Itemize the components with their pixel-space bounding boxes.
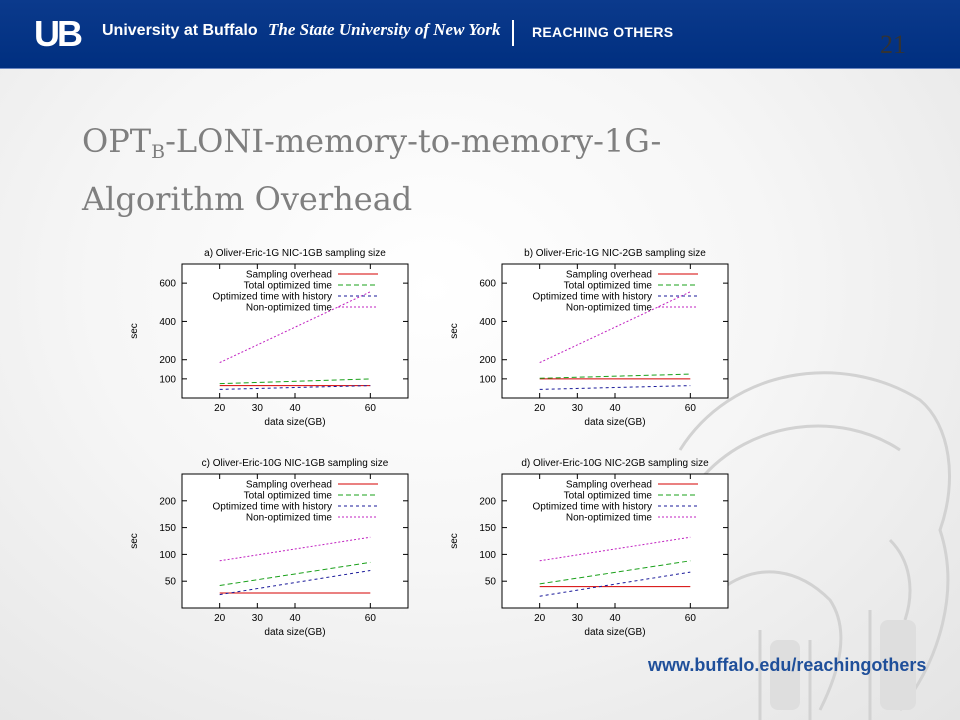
plot-frame — [501, 263, 729, 399]
y-tick-label: 400 — [479, 317, 496, 328]
legend-label: Non-optimized time — [566, 513, 653, 524]
y-tick-label: 200 — [159, 496, 176, 507]
series-line-optimized-time-with-history — [539, 571, 691, 597]
legend-label: Non-optimized time — [246, 303, 333, 314]
legend-label: Non-optimized time — [246, 513, 333, 524]
plot-frame — [501, 473, 729, 609]
legend-label: Total optimized time — [564, 281, 653, 292]
series-line-non-optimized-time — [539, 536, 691, 562]
legend-label: Optimized time with history — [533, 292, 652, 303]
y-tick-label: 100 — [479, 374, 496, 385]
y-tick-label: 400 — [159, 317, 176, 328]
title-suffix: -LONI-memory-to-memory-1G- — [165, 122, 662, 160]
x-tick-label: 60 — [685, 613, 697, 624]
x-tick-label: 20 — [214, 403, 226, 414]
y-tick-label: 200 — [479, 355, 496, 366]
legend-label: Optimized time with history — [533, 502, 652, 513]
x-tick-label: 20 — [214, 613, 226, 624]
plot-frame — [181, 473, 409, 609]
x-tick-label: 40 — [609, 403, 621, 414]
y-tick-label: 100 — [159, 374, 176, 385]
university-name: University at Buffalo — [102, 22, 258, 39]
y-tick-label: 50 — [485, 577, 497, 588]
y-tick-label: 50 — [165, 577, 177, 588]
y-axis-label: sec — [449, 323, 460, 339]
x-tick-label: 60 — [685, 403, 697, 414]
legend-label: Non-optimized time — [566, 303, 653, 314]
x-axis-label: data size(GB) — [584, 627, 645, 638]
bison-watermark — [678, 371, 951, 720]
chart-panel-d: d) Oliver-Eric-10G NIC-2GB sampling size… — [449, 458, 729, 638]
banner-tagline: REACHING OTHERS — [532, 24, 674, 40]
y-tick-label: 100 — [479, 550, 496, 561]
state-university-name: The State University of New York — [268, 20, 501, 39]
x-tick-label: 20 — [534, 613, 546, 624]
x-tick-label: 60 — [365, 403, 377, 414]
legend-label: Sampling overhead — [246, 480, 332, 491]
x-axis-label: data size(GB) — [264, 627, 325, 638]
banner-divider — [512, 20, 514, 46]
legend-label: Total optimized time — [564, 491, 653, 502]
x-tick-label: 60 — [365, 613, 377, 624]
series-line-total-optimized-time — [219, 378, 371, 385]
charts-figure: a) Oliver-Eric-1G NIC-1GB sampling size 1… — [129, 248, 729, 638]
series-line-optimized-time-with-history — [219, 570, 371, 596]
x-tick-label: 40 — [289, 613, 301, 624]
ub-logo-text: UB — [34, 16, 82, 52]
legend-label: Sampling overhead — [566, 270, 652, 281]
chart-panel-c: c) Oliver-Eric-10G NIC-1GB sampling size… — [129, 458, 409, 638]
y-axis-label: sec — [129, 533, 140, 549]
legend-label: Total optimized time — [244, 281, 333, 292]
chart-title: d) Oliver-Eric-10G NIC-2GB sampling size — [521, 458, 709, 469]
x-tick-label: 30 — [252, 403, 264, 414]
x-tick-label: 30 — [572, 403, 584, 414]
chart-title: c) Oliver-Eric-10G NIC-1GB sampling size — [202, 458, 389, 469]
plot-frame — [181, 263, 409, 399]
title-line-2: Algorithm Overhead — [82, 180, 413, 218]
y-axis-label: sec — [129, 323, 140, 339]
x-axis-label: data size(GB) — [584, 417, 645, 428]
series-line-non-optimized-time — [219, 536, 371, 562]
footer-url[interactable]: www.buffalo.edu/reachingothers — [648, 655, 927, 675]
chart-title: a) Oliver-Eric-1G NIC-1GB sampling size — [204, 248, 386, 259]
slide-title: OPTB-LONI-memory-to-memory-1G- Algorithm … — [82, 118, 882, 223]
title-prefix: OPT — [82, 122, 152, 160]
x-tick-label: 30 — [572, 613, 584, 624]
y-tick-label: 200 — [159, 355, 176, 366]
y-axis-label: sec — [449, 533, 460, 549]
x-tick-label: 20 — [534, 403, 546, 414]
x-tick-label: 40 — [609, 613, 621, 624]
series-line-optimized-time-with-history — [219, 385, 371, 390]
legend-label: Sampling overhead — [246, 270, 332, 281]
y-tick-label: 600 — [479, 279, 496, 290]
y-tick-label: 100 — [159, 550, 176, 561]
legend-label: Optimized time with history — [213, 292, 332, 303]
legend-label: Optimized time with history — [213, 502, 332, 513]
title-subscript: B — [151, 141, 166, 163]
x-tick-label: 40 — [289, 403, 301, 414]
y-tick-label: 600 — [159, 279, 176, 290]
y-tick-label: 200 — [479, 496, 496, 507]
legend-label: Sampling overhead — [566, 480, 652, 491]
ub-logo: UB — [34, 16, 85, 52]
y-tick-label: 150 — [159, 523, 176, 534]
chart-panel-b: b) Oliver-Eric-1G NIC-2GB sampling size 1… — [449, 248, 729, 428]
series-line-total-optimized-time — [539, 560, 691, 585]
series-line-total-optimized-time — [219, 561, 371, 586]
series-line-optimized-time-with-history — [539, 385, 691, 390]
x-tick-label: 30 — [252, 613, 264, 624]
chart-title: b) Oliver-Eric-1G NIC-2GB sampling size — [524, 248, 706, 259]
slide-number: 21 — [880, 30, 906, 59]
legend-label: Total optimized time — [244, 491, 333, 502]
x-axis-label: data size(GB) — [264, 417, 325, 428]
series-line-total-optimized-time — [539, 373, 691, 379]
chart-panel-a: a) Oliver-Eric-1G NIC-1GB sampling size 1… — [129, 248, 409, 428]
y-tick-label: 150 — [479, 523, 496, 534]
header-banner: UB University at Buffalo The State Unive… — [0, 0, 960, 69]
